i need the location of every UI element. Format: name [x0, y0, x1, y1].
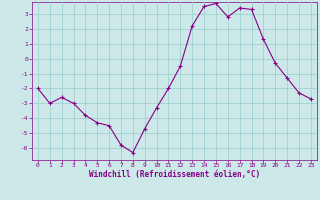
X-axis label: Windchill (Refroidissement éolien,°C): Windchill (Refroidissement éolien,°C): [89, 170, 260, 179]
